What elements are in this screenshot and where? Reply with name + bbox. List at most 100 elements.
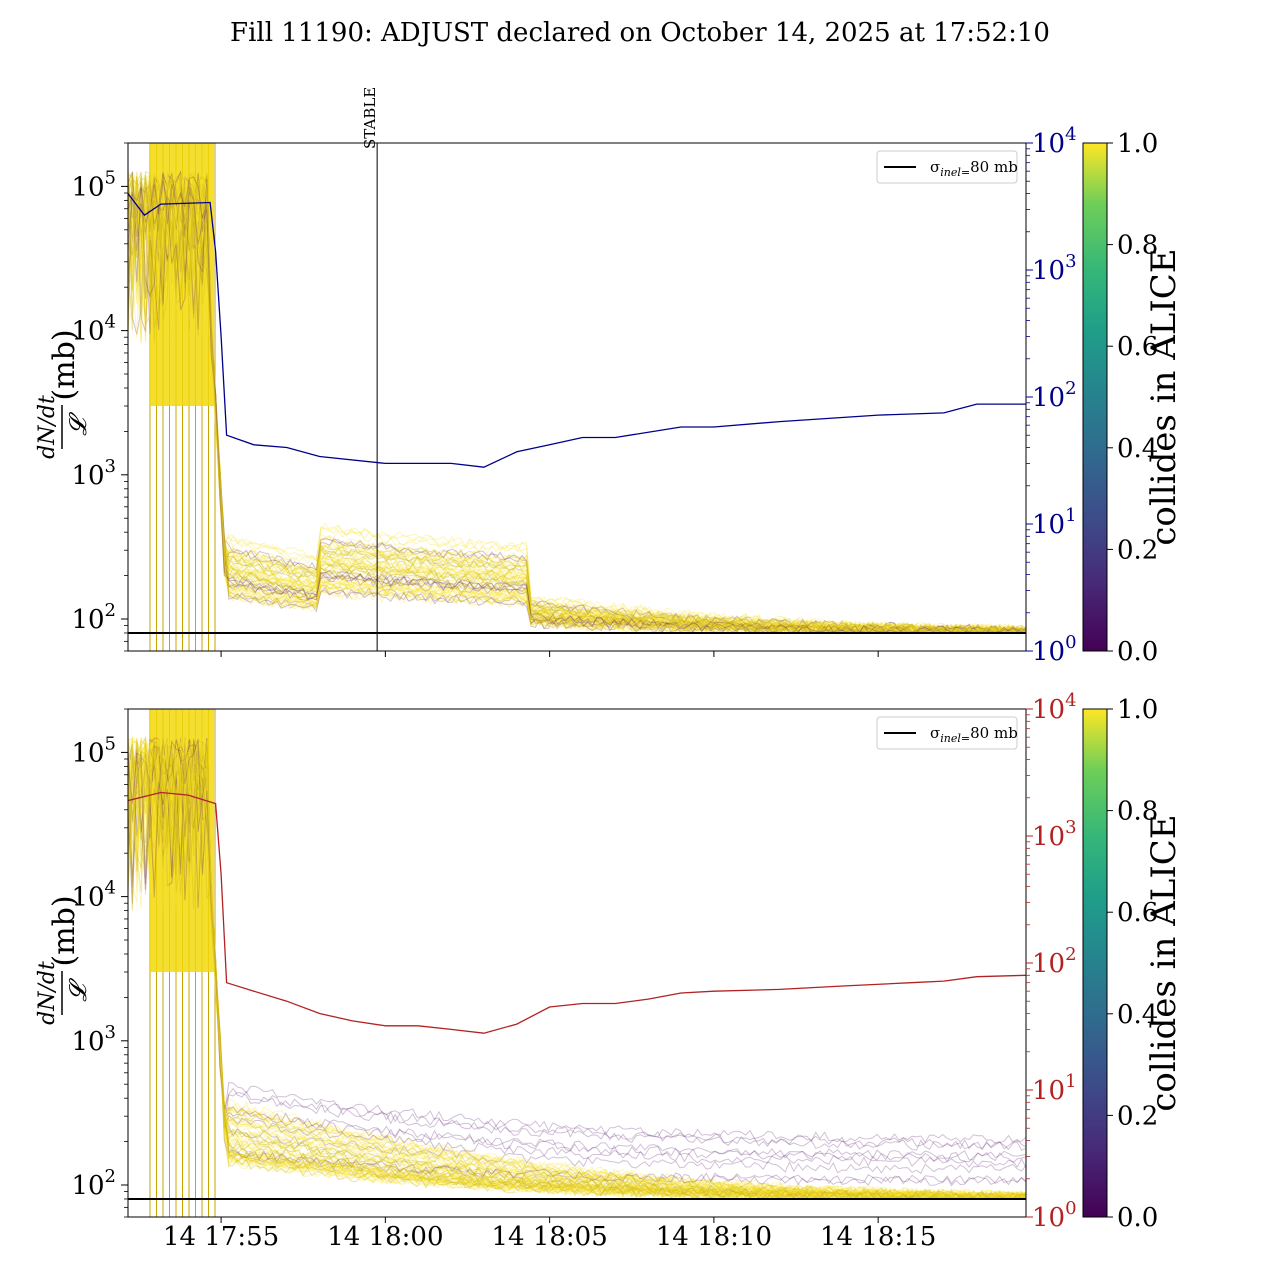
figure-title: Fill 11190: ADJUST declared on October 1… xyxy=(230,18,1050,48)
bunch-trace xyxy=(128,737,1026,1200)
bunch-trace xyxy=(128,739,1026,1200)
colorbar-tick-label: 1.0 xyxy=(1117,129,1158,159)
bunch-trace xyxy=(128,173,1026,634)
bunch-trace xyxy=(128,739,1026,1200)
bunch-trace xyxy=(128,739,1026,1200)
bunch-trace xyxy=(128,173,1026,634)
bunch-trace xyxy=(128,739,1026,1200)
bunch-trace xyxy=(128,738,1026,1174)
rate-series-line xyxy=(128,791,1026,1034)
bunch-trace xyxy=(128,170,1026,634)
bunch-trace xyxy=(128,738,1026,1200)
rate-series-line xyxy=(128,193,1026,468)
bunch-trace xyxy=(128,171,1026,634)
bunch-trace xyxy=(128,172,1026,634)
bunch-trace xyxy=(128,174,1026,634)
colorbar-tick-label: 0.4 xyxy=(1117,1000,1158,1030)
bunch-trace xyxy=(128,170,1026,634)
bunch-trace xyxy=(128,175,1026,634)
bunch-trace xyxy=(128,737,1026,1200)
stable-annotation: STABLE xyxy=(361,87,379,149)
bunch-trace xyxy=(128,736,1026,1200)
bunch-trace xyxy=(128,744,1026,1164)
bunch-trace xyxy=(128,739,1026,1200)
bunch-trace xyxy=(128,171,1026,634)
svg-text:dN/dt: dN/dt xyxy=(35,395,60,459)
bunch-trace xyxy=(128,741,1026,1200)
bunch-trace xyxy=(128,738,1026,1200)
bunch-trace xyxy=(128,737,1026,1200)
svg-text:dN/dt: dN/dt xyxy=(35,961,60,1025)
bunch-trace xyxy=(128,738,1026,1200)
bunch-trace xyxy=(128,737,1026,1200)
bunch-trace xyxy=(128,175,1026,634)
bunch-trace xyxy=(128,173,1026,633)
y2-tick-label: 102 xyxy=(1032,378,1077,413)
bunch-trace xyxy=(128,171,1026,634)
bunch-trace xyxy=(128,172,1026,634)
bunch-trace xyxy=(128,737,1026,1200)
bunch-trace xyxy=(128,180,1026,634)
bunch-trace xyxy=(128,171,1026,634)
bunch-trace xyxy=(128,169,1026,634)
bunch-trace xyxy=(128,746,1026,1200)
bunch-trace xyxy=(128,171,1026,634)
colorbar-tick-label: 1.0 xyxy=(1117,695,1158,725)
bunch-trace xyxy=(128,170,1026,634)
colorbar-tick-label: 0.8 xyxy=(1117,231,1158,261)
colorbar-tick-label: 0.2 xyxy=(1117,535,1158,565)
y2-tick-label: 100 xyxy=(1032,632,1077,667)
bunch-trace xyxy=(128,174,1026,634)
bunch-trace xyxy=(128,170,1026,634)
bunch-trace xyxy=(128,175,1026,634)
bunch-trace xyxy=(128,743,1026,1200)
y2-tick-label: 103 xyxy=(1032,251,1077,286)
bunch-trace xyxy=(128,735,1026,1200)
bunch-trace xyxy=(128,178,1026,634)
bunch-trace xyxy=(128,175,1026,634)
bunch-trace xyxy=(128,174,1026,634)
bunch-trace xyxy=(128,172,1026,634)
bunch-trace xyxy=(128,180,1026,634)
bunch-trace xyxy=(128,737,1026,1200)
bunch-trace xyxy=(128,170,1026,634)
bunch-trace xyxy=(128,741,1026,1200)
bunch-trace xyxy=(128,737,1026,1200)
bunch-trace xyxy=(128,740,1026,1200)
y-axis-label: dN/dt 𝓛 (mb) xyxy=(35,895,92,1024)
bunch-trace xyxy=(128,172,1026,634)
colorbar-tick-label: 0.2 xyxy=(1117,1101,1158,1131)
bunch-trace xyxy=(128,172,1026,634)
bunch-trace xyxy=(128,171,1026,634)
bunch-trace xyxy=(128,173,1026,634)
bunch-trace xyxy=(128,738,1026,1200)
x-tick-label: 14 17:55 xyxy=(163,1222,279,1252)
bunch-trace xyxy=(128,738,1026,1200)
bunch-trace xyxy=(128,176,1026,634)
colorbar-tick-label: 0.4 xyxy=(1117,434,1158,464)
colorbar-tick-label: 0.0 xyxy=(1117,1203,1158,1233)
bunch-trace xyxy=(128,739,1026,1200)
x-tick-label: 14 18:10 xyxy=(656,1222,772,1252)
bunch-trace xyxy=(128,738,1026,1200)
y2-tick-label: 101 xyxy=(1032,505,1077,540)
bunch-trace xyxy=(128,737,1026,1200)
svg-text:(mb): (mb) xyxy=(47,895,82,966)
bunch-trace xyxy=(128,738,1026,1200)
plot-area xyxy=(128,143,1026,651)
bunch-trace xyxy=(128,177,1026,634)
bunch-trace xyxy=(128,738,1026,1200)
y-tick-label: 105 xyxy=(71,733,116,768)
bunch-trace xyxy=(128,737,1026,1200)
bunch-trace xyxy=(128,737,1026,1144)
bunch-trace xyxy=(128,170,1026,634)
bunch-trace xyxy=(128,741,1026,1200)
bunch-trace xyxy=(128,736,1026,1200)
bunch-trace xyxy=(128,738,1026,1200)
bunch-trace xyxy=(128,173,1026,634)
bunch-trace xyxy=(128,743,1026,1200)
bunch-trace xyxy=(128,171,1026,634)
bunch-trace xyxy=(128,735,1026,1200)
bunch-trace xyxy=(128,173,1026,634)
